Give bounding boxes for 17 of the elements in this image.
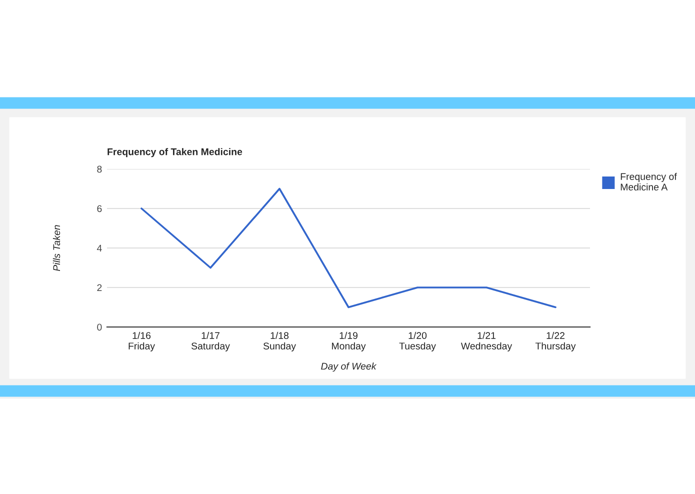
chart-title: Frequency of Taken Medicine [108, 148, 242, 158]
x-tick-label: 1/19 Monday [332, 332, 366, 352]
y-tick-label: 0 [97, 324, 102, 331]
x-axis-title: Day of Week [321, 362, 377, 372]
y-tick-label: 2 [97, 284, 102, 292]
x-tick-label: 1/17 Saturday [191, 332, 230, 352]
y-tick-label: 8 [97, 166, 102, 173]
y-tick-label: 6 [97, 205, 102, 212]
x-tick-label: 1/20 Tuesday [399, 332, 436, 352]
x-tick-label: 1/16 Friday [128, 332, 155, 352]
legend-label: Frequency of Medicine A [620, 172, 677, 190]
y-tick-label: 4 [96, 244, 102, 252]
line-series [140, 188, 556, 308]
x-tick-label: 1/21 Wednesday [460, 332, 512, 352]
x-tick-label: 1/22 Thursday [535, 332, 576, 352]
x-tick-label: 1/18 Sunday [263, 332, 296, 352]
y-axis-title: Pills Taken [52, 225, 60, 272]
